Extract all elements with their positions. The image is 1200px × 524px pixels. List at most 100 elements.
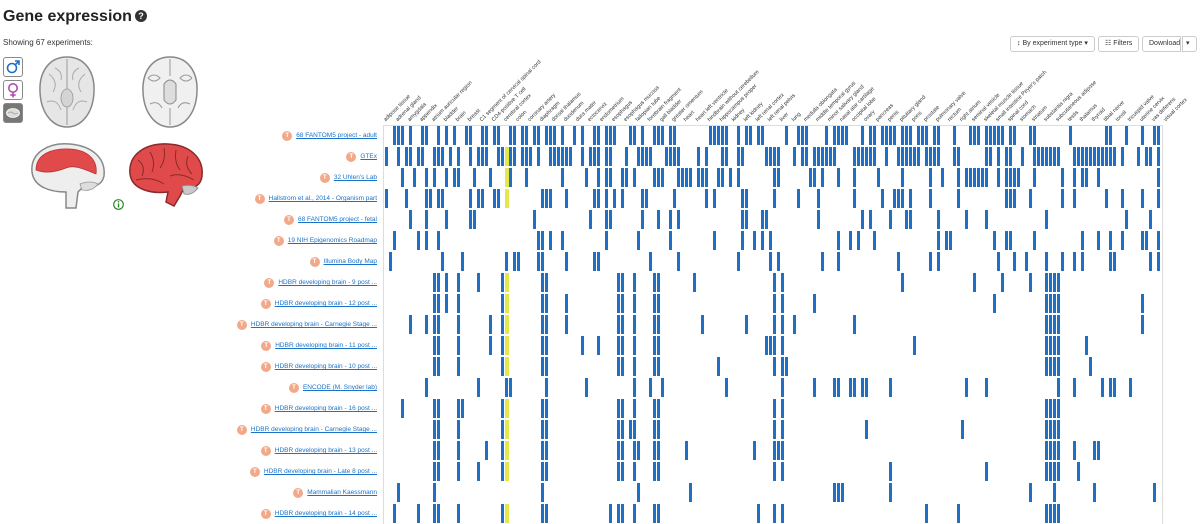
heatmap-cell[interactable]: [705, 168, 708, 187]
heatmap-cell[interactable]: [481, 126, 484, 145]
heatmap-cell[interactable]: [901, 147, 904, 166]
heatmap-cell[interactable]: [781, 441, 784, 460]
heatmap-cell[interactable]: [977, 168, 980, 187]
heatmap-cell[interactable]: [509, 147, 512, 166]
heatmap-cell[interactable]: [389, 252, 392, 271]
heatmap-cell[interactable]: [621, 336, 624, 355]
heatmap-cell[interactable]: [781, 294, 784, 313]
heatmap-cell[interactable]: [877, 168, 880, 187]
heatmap-cell[interactable]: [549, 147, 552, 166]
heatmap-cell[interactable]: [605, 231, 608, 250]
heatmap-cell[interactable]: [457, 336, 460, 355]
heatmap-cell[interactable]: [437, 231, 440, 250]
heatmap-cell[interactable]: [853, 378, 856, 397]
heatmap-cell[interactable]: [889, 462, 892, 481]
heatmap-cell[interactable]: [477, 189, 480, 208]
heatmap-cell[interactable]: [1013, 252, 1016, 271]
heatmap-cell[interactable]: [917, 147, 920, 166]
heatmap-cell[interactable]: [661, 378, 664, 397]
heatmap-cell[interactable]: [581, 126, 584, 145]
heatmap-cell[interactable]: [469, 126, 472, 145]
heatmap-cell[interactable]: [1009, 126, 1012, 145]
heatmap-cell[interactable]: [653, 399, 656, 418]
heatmap-cell[interactable]: [541, 315, 544, 334]
heatmap-cell[interactable]: [1121, 189, 1124, 208]
heatmap-cell[interactable]: [597, 189, 600, 208]
heatmap-cell[interactable]: [1029, 126, 1032, 145]
heatmap-cell[interactable]: [525, 126, 528, 145]
heatmap-cell[interactable]: [769, 231, 772, 250]
heatmap-cell[interactable]: [785, 357, 788, 376]
heatmap-cell[interactable]: [713, 231, 716, 250]
heatmap-cell[interactable]: [737, 252, 740, 271]
heatmap-cell[interactable]: [1157, 231, 1160, 250]
heatmap-cell[interactable]: [509, 168, 512, 187]
heatmap-cell[interactable]: [557, 147, 560, 166]
female-selector-button[interactable]: [3, 80, 23, 100]
heatmap-cell[interactable]: [649, 252, 652, 271]
heatmap-cell[interactable]: [1141, 294, 1144, 313]
heatmap-cell[interactable]: [1033, 231, 1036, 250]
heatmap-cell[interactable]: [953, 147, 956, 166]
experiment-link[interactable]: HDBR developing brain - Carnegie Stage .…: [250, 426, 377, 433]
heatmap-cell[interactable]: [493, 126, 496, 145]
heatmap-cell[interactable]: [1057, 336, 1060, 355]
heatmap-cell[interactable]: [537, 231, 540, 250]
heatmap-cell[interactable]: [1049, 294, 1052, 313]
heatmap-cell[interactable]: [453, 126, 456, 145]
heatmap-cell[interactable]: [737, 168, 740, 187]
heatmap-cell[interactable]: [1045, 357, 1048, 376]
heatmap-cell[interactable]: [929, 252, 932, 271]
heatmap-cell[interactable]: [941, 168, 944, 187]
heatmap-cell[interactable]: [553, 126, 556, 145]
heatmap-cell[interactable]: [1149, 210, 1152, 229]
heatmap-cell[interactable]: [1009, 231, 1012, 250]
heatmap-cell[interactable]: [1157, 189, 1160, 208]
heatmap-cell[interactable]: [1057, 315, 1060, 334]
heatmap-cell[interactable]: [985, 210, 988, 229]
heatmap-cell[interactable]: [661, 126, 664, 145]
heatmap-cell[interactable]: [481, 147, 484, 166]
heatmap-cell[interactable]: [1097, 168, 1100, 187]
heatmap-cell[interactable]: [541, 483, 544, 502]
heatmap-cell[interactable]: [613, 126, 616, 145]
heatmap-cell[interactable]: [801, 147, 804, 166]
heatmap-cell[interactable]: [1005, 231, 1008, 250]
heatmap-cell[interactable]: [1053, 336, 1056, 355]
heatmap-cell[interactable]: [437, 462, 440, 481]
heatmap-cell[interactable]: [605, 126, 608, 145]
heatmap-cell[interactable]: [797, 189, 800, 208]
heatmap-cell[interactable]: [1029, 189, 1032, 208]
heatmap-highlight-cell[interactable]: [505, 273, 509, 292]
heatmap-cell[interactable]: [781, 420, 784, 439]
heatmap-cell[interactable]: [521, 147, 524, 166]
heatmap-cell[interactable]: [889, 126, 892, 145]
experiment-link[interactable]: HDBR developing brain - Carnegie Stage .…: [250, 321, 377, 328]
heatmap-grid[interactable]: [383, 125, 1163, 524]
heatmap-cell[interactable]: [409, 147, 412, 166]
brain-lateral-icon[interactable]: [124, 140, 208, 210]
heatmap-cell[interactable]: [653, 336, 656, 355]
brain-sagittal-icon[interactable]: [26, 140, 110, 212]
heatmap-cell[interactable]: [669, 231, 672, 250]
heatmap-cell[interactable]: [1141, 126, 1144, 145]
heatmap-cell[interactable]: [1085, 147, 1088, 166]
heatmap-cell[interactable]: [837, 483, 840, 502]
heatmap-cell[interactable]: [1077, 147, 1080, 166]
heatmap-cell[interactable]: [1001, 273, 1004, 292]
heatmap-cell[interactable]: [773, 441, 776, 460]
heatmap-cell[interactable]: [653, 168, 656, 187]
heatmap-cell[interactable]: [653, 462, 656, 481]
heatmap-cell[interactable]: [817, 210, 820, 229]
heatmap-cell[interactable]: [777, 168, 780, 187]
heatmap-cell[interactable]: [945, 231, 948, 250]
heatmap-cell[interactable]: [909, 189, 912, 208]
heatmap-cell[interactable]: [1113, 252, 1116, 271]
heatmap-cell[interactable]: [501, 294, 504, 313]
info-icon[interactable]: [113, 199, 124, 210]
heatmap-cell[interactable]: [485, 441, 488, 460]
heatmap-cell[interactable]: [1145, 231, 1148, 250]
heatmap-cell[interactable]: [893, 126, 896, 145]
heatmap-cell[interactable]: [621, 294, 624, 313]
experiment-link[interactable]: 68 FANTOM5 project - fetal: [298, 216, 377, 223]
